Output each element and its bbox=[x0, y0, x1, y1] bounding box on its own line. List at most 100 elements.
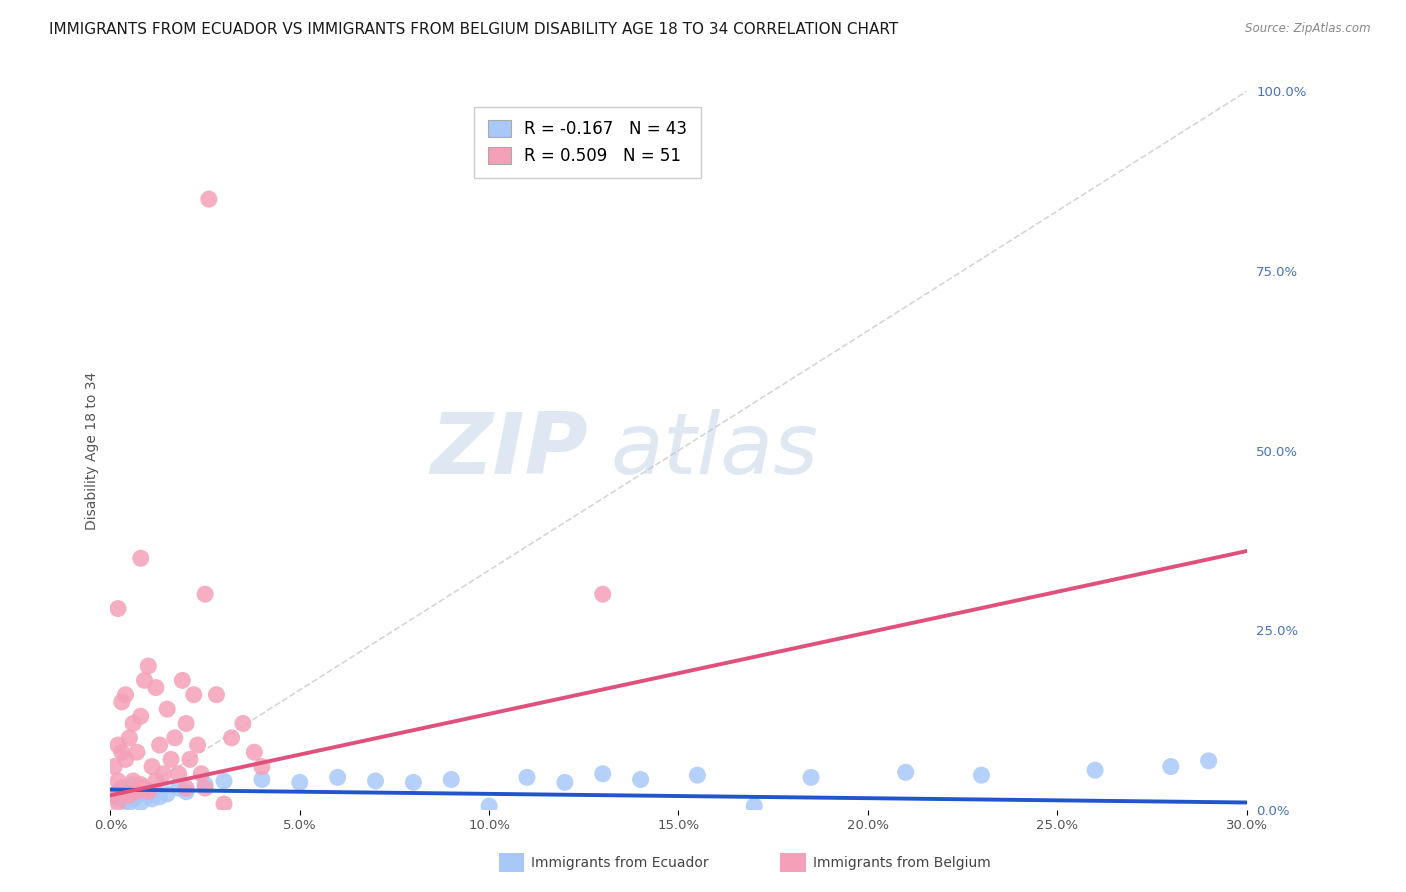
Point bbox=[194, 781, 217, 796]
Point bbox=[742, 799, 765, 814]
Point bbox=[122, 778, 145, 792]
Point bbox=[970, 768, 993, 782]
Point bbox=[894, 765, 917, 780]
Text: IMMIGRANTS FROM ECUADOR VS IMMIGRANTS FROM BELGIUM DISABILITY AGE 18 TO 34 CORRE: IMMIGRANTS FROM ECUADOR VS IMMIGRANTS FR… bbox=[49, 22, 898, 37]
Point bbox=[364, 773, 387, 788]
Text: Source: ZipAtlas.com: Source: ZipAtlas.com bbox=[1246, 22, 1371, 36]
Point bbox=[136, 785, 159, 799]
Point bbox=[134, 673, 156, 688]
Point bbox=[630, 772, 652, 787]
Text: ZIP: ZIP bbox=[430, 409, 588, 492]
Point bbox=[326, 770, 349, 784]
Point bbox=[800, 770, 823, 784]
Point bbox=[145, 785, 167, 799]
Point bbox=[122, 716, 145, 731]
Point bbox=[149, 738, 172, 752]
Point bbox=[183, 688, 205, 702]
Point bbox=[129, 551, 152, 566]
Point bbox=[141, 759, 163, 773]
Point bbox=[118, 796, 141, 810]
Point bbox=[103, 759, 125, 773]
Point bbox=[288, 775, 311, 789]
Point bbox=[114, 794, 136, 808]
Text: Immigrants from Ecuador: Immigrants from Ecuador bbox=[531, 855, 709, 870]
Point bbox=[129, 778, 152, 792]
Point bbox=[205, 688, 228, 702]
Point bbox=[145, 773, 167, 788]
Point bbox=[129, 796, 152, 810]
Point bbox=[402, 775, 425, 789]
Point bbox=[167, 766, 190, 780]
Point bbox=[440, 772, 463, 787]
Point bbox=[174, 785, 197, 799]
Point bbox=[1160, 759, 1182, 773]
Point bbox=[179, 752, 201, 766]
Point bbox=[250, 759, 273, 773]
Point bbox=[478, 799, 501, 814]
Point bbox=[136, 789, 159, 803]
Point bbox=[156, 702, 179, 716]
Point bbox=[212, 773, 235, 788]
Point bbox=[107, 773, 129, 788]
Point bbox=[114, 787, 136, 801]
Legend: R = -0.167   N = 43, R = 0.509   N = 51: R = -0.167 N = 43, R = 0.509 N = 51 bbox=[474, 107, 700, 178]
Point bbox=[103, 789, 125, 803]
Point bbox=[156, 787, 179, 801]
Point bbox=[1084, 763, 1107, 777]
Point bbox=[111, 789, 134, 804]
Point bbox=[160, 752, 183, 766]
Point bbox=[134, 781, 156, 796]
Point bbox=[194, 587, 217, 601]
Text: atlas: atlas bbox=[610, 409, 818, 492]
Point bbox=[686, 768, 709, 782]
Point bbox=[134, 781, 156, 796]
Point bbox=[167, 781, 190, 796]
Point bbox=[114, 688, 136, 702]
Point bbox=[250, 772, 273, 787]
Point bbox=[174, 716, 197, 731]
Point bbox=[122, 792, 145, 806]
Point bbox=[149, 789, 172, 804]
Point bbox=[103, 789, 125, 803]
Point bbox=[111, 745, 134, 759]
Point bbox=[125, 745, 148, 759]
Point bbox=[111, 781, 134, 796]
Point bbox=[107, 785, 129, 799]
Point bbox=[107, 601, 129, 615]
Point bbox=[516, 770, 538, 784]
Point bbox=[118, 731, 141, 745]
Point bbox=[152, 766, 174, 780]
Point bbox=[163, 731, 186, 745]
Point bbox=[592, 587, 614, 601]
Point bbox=[122, 773, 145, 788]
Point bbox=[107, 796, 129, 810]
Point bbox=[129, 709, 152, 723]
Point bbox=[129, 785, 152, 799]
Point bbox=[114, 752, 136, 766]
Point bbox=[111, 781, 134, 796]
Point bbox=[111, 695, 134, 709]
Point bbox=[172, 673, 194, 688]
Point bbox=[107, 738, 129, 752]
Point bbox=[125, 785, 148, 799]
Point bbox=[141, 792, 163, 806]
Point bbox=[125, 789, 148, 803]
Point bbox=[136, 659, 159, 673]
Point bbox=[194, 778, 217, 792]
Point bbox=[174, 781, 197, 796]
Point bbox=[145, 681, 167, 695]
Point bbox=[107, 792, 129, 806]
Point bbox=[118, 782, 141, 797]
Y-axis label: Disability Age 18 to 34: Disability Age 18 to 34 bbox=[86, 371, 100, 530]
Point bbox=[114, 785, 136, 799]
Point bbox=[221, 731, 243, 745]
Text: Immigrants from Belgium: Immigrants from Belgium bbox=[813, 855, 990, 870]
Point bbox=[190, 766, 212, 780]
Point bbox=[212, 797, 235, 811]
Point bbox=[592, 766, 614, 780]
Point bbox=[554, 775, 576, 789]
Point bbox=[186, 738, 208, 752]
Point bbox=[198, 192, 221, 206]
Point bbox=[1198, 754, 1220, 768]
Point bbox=[232, 716, 254, 731]
